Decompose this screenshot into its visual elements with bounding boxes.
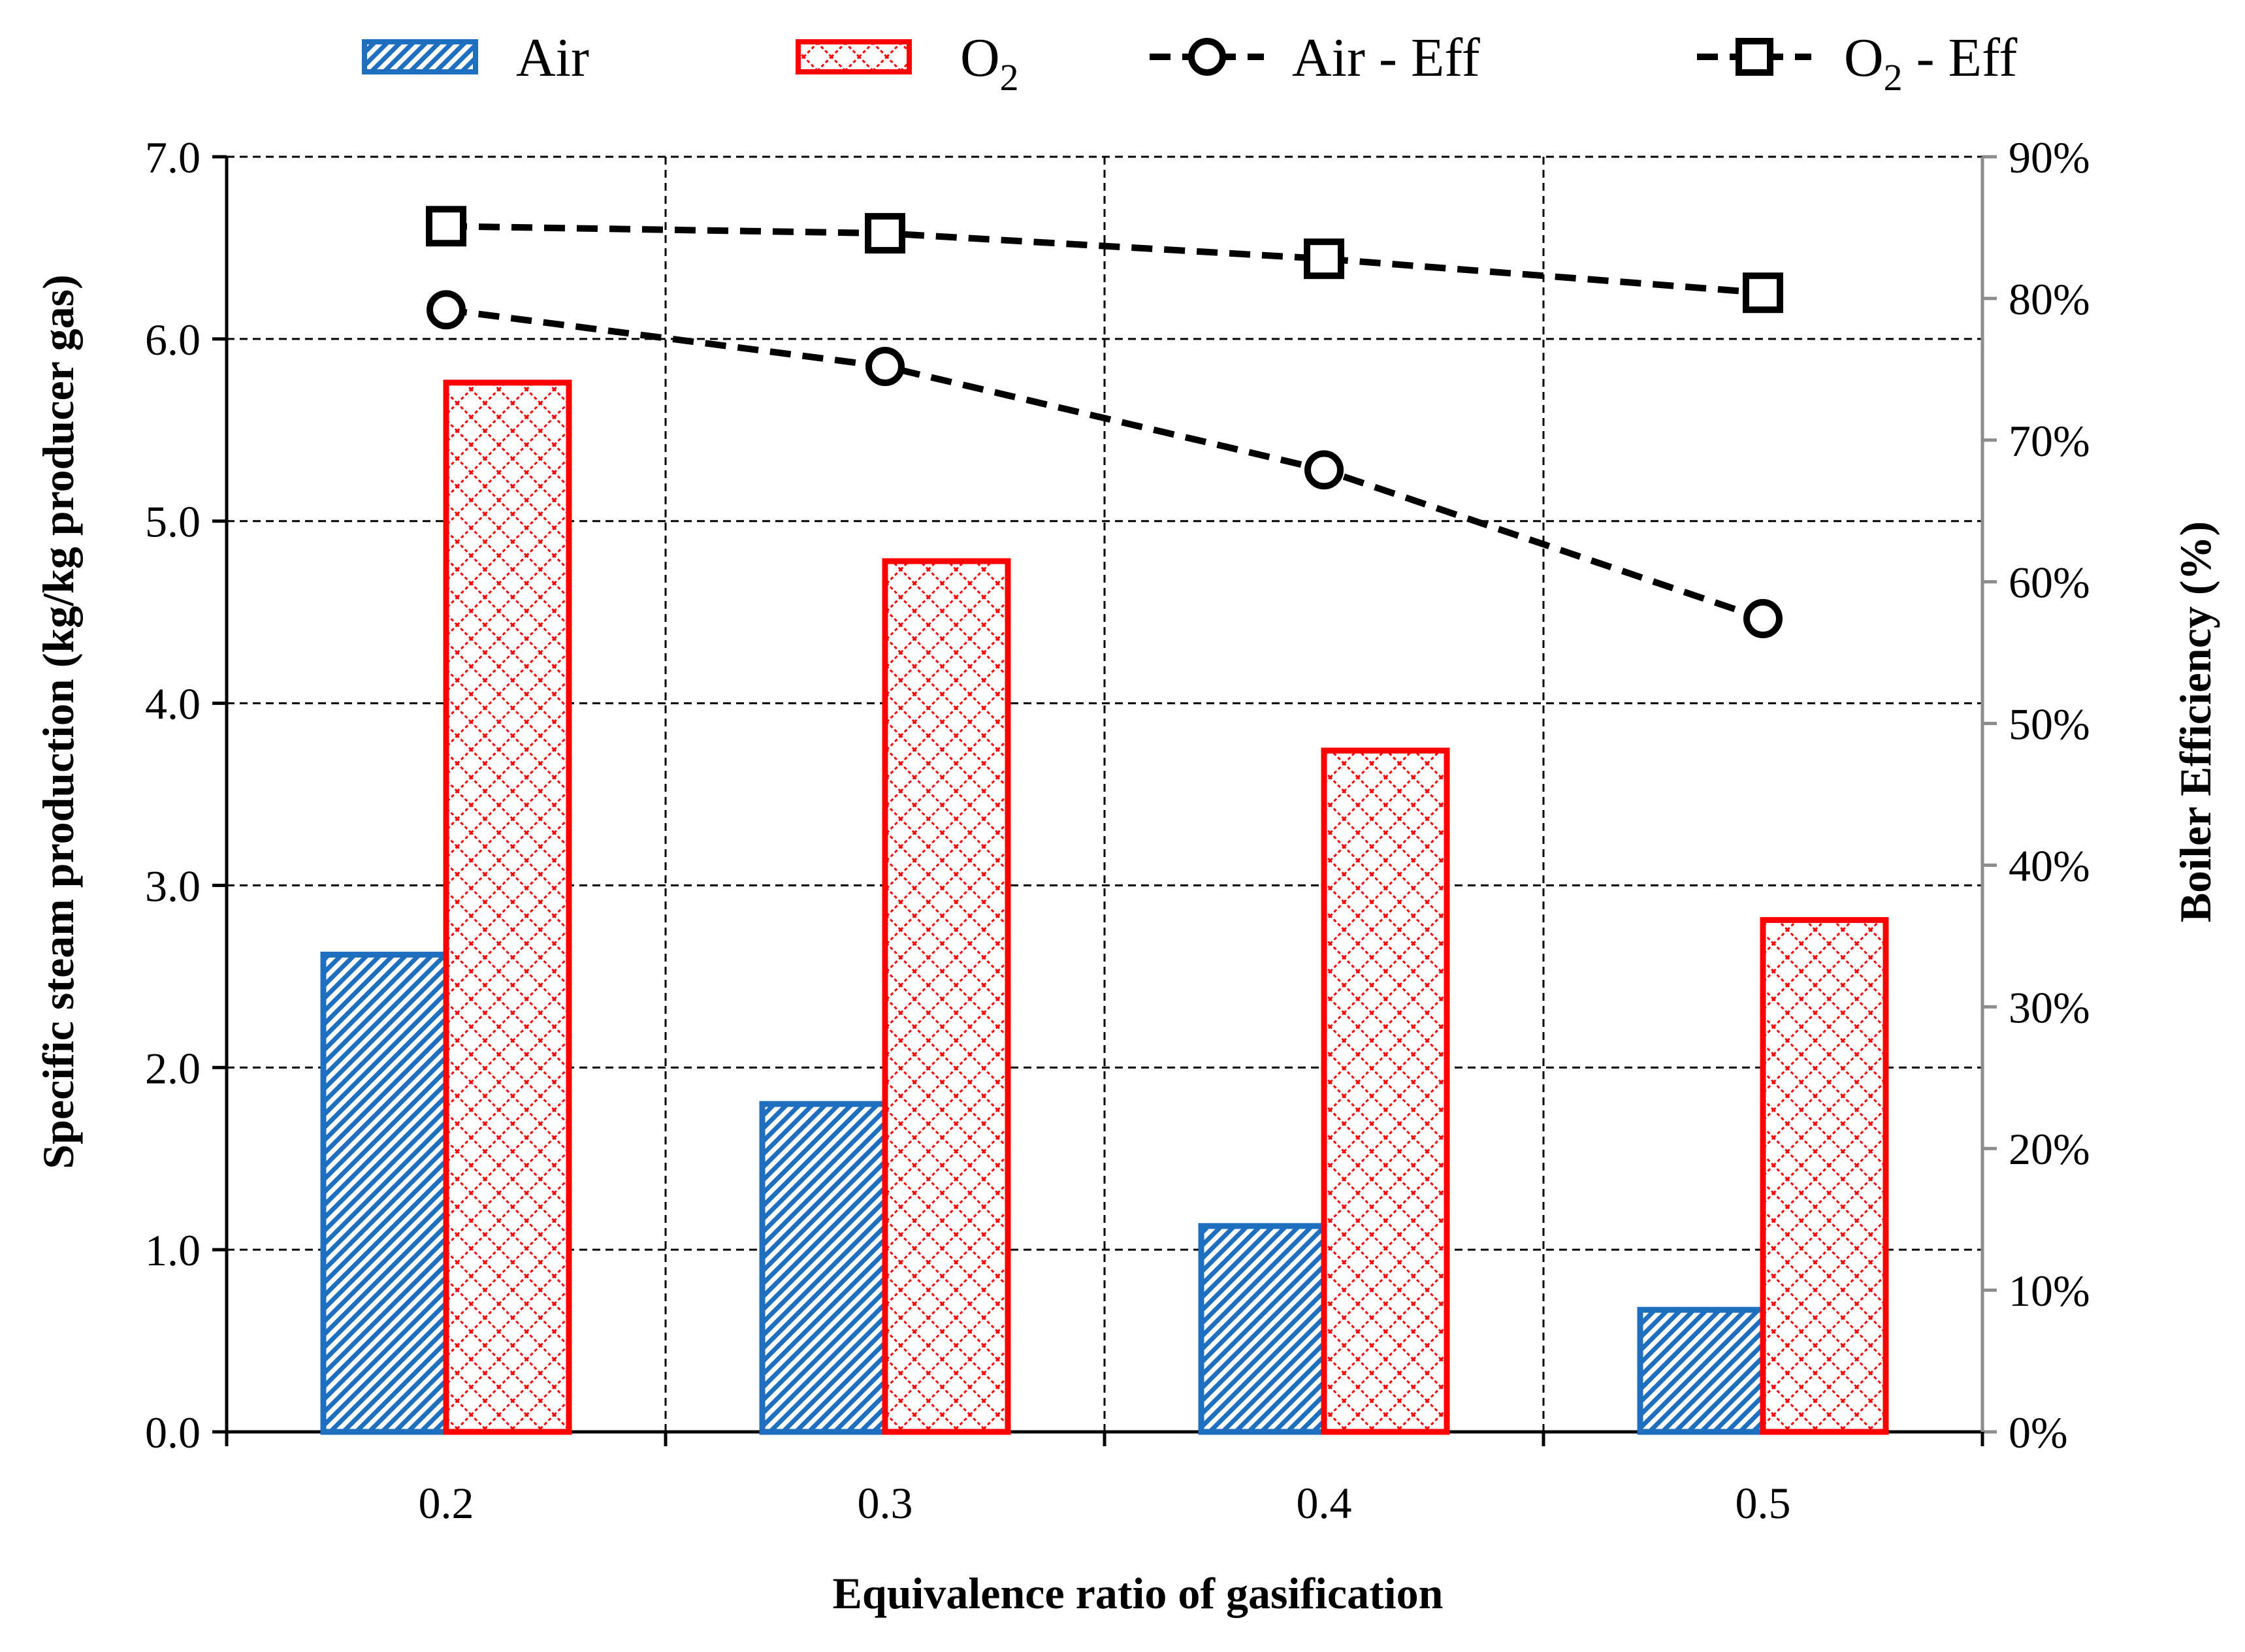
y2-axis-title: Boiler Efficiency (%): [2171, 521, 2220, 922]
legend-item-air-eff: Air - Eff: [1150, 27, 1480, 88]
legend-label-o2: O2: [960, 27, 1019, 99]
legend-swatch-air: [362, 39, 478, 74]
x-tick-label: 0.3: [858, 1478, 913, 1528]
legend-item-air: Air: [362, 27, 589, 88]
legend-swatch-o2: [796, 39, 912, 74]
series-line-air-eff: [445, 306, 1764, 622]
point-air-eff: [427, 290, 466, 330]
y2-tick-label: 0%: [2009, 1408, 2068, 1457]
point-o2-eff: [865, 213, 905, 254]
x-axis-title: Equivalence ratio of gasification: [833, 1568, 1444, 1618]
legend-label-air-eff: Air - Eff: [1292, 27, 1480, 88]
y-tick-label: 5.0: [145, 497, 201, 547]
y2-tick-label: 20%: [2009, 1124, 2090, 1174]
legend: Air O2 Air - Eff O2 - Eff: [362, 27, 2017, 99]
y2-tick-label: 80%: [2009, 274, 2090, 324]
y-tick-label: 6.0: [145, 315, 201, 364]
y2-tick-label: 10%: [2009, 1266, 2090, 1316]
point-air-eff: [865, 346, 905, 386]
point-air-eff: [1743, 599, 1783, 639]
x-tick-label: 0.2: [419, 1478, 474, 1528]
x-tick-label: 0.5: [1736, 1478, 1791, 1528]
bar-o2: [443, 380, 572, 1435]
y-axis-title: Specific steam production (kg/kg produce…: [33, 274, 83, 1169]
series-line-o2-eff: [445, 223, 1764, 297]
legend-item-o2-eff: O2 - Eff: [1697, 27, 2017, 99]
y2-tick-label: 50%: [2009, 700, 2090, 749]
legend-marker-square: [1736, 38, 1773, 76]
y-tick-label: 0.0: [145, 1408, 201, 1457]
legend-item-o2: O2: [796, 27, 1019, 99]
bar-air: [759, 1101, 888, 1435]
y-tick-label: 3.0: [145, 861, 201, 911]
y-tick-label: 1.0: [145, 1225, 201, 1275]
y2-tick-label: 30%: [2009, 982, 2090, 1032]
bar-air: [1198, 1223, 1327, 1435]
bar-air: [320, 951, 449, 1435]
bars: [320, 380, 1889, 1435]
tick-labels: 0.0 1.0 2.0 3.0 4.0 5.0 6.0 7.0 0% 10% 20% 30% 40% 50…: [145, 133, 2090, 1528]
y2-tick-label: 60%: [2009, 558, 2090, 607]
point-o2-eff: [426, 206, 466, 247]
x-tick-label: 0.4: [1297, 1478, 1352, 1528]
bar-o2: [1321, 747, 1450, 1435]
bar-o2: [882, 558, 1011, 1435]
y-tick-label: 7.0: [145, 133, 201, 182]
bar-o2: [1760, 916, 1889, 1435]
point-o2-eff: [1743, 272, 1783, 314]
y-tick-label: 4.0: [145, 679, 201, 729]
y2-tick-label: 70%: [2009, 416, 2090, 466]
legend-label-air: Air: [516, 27, 589, 88]
point-air-eff: [1304, 450, 1344, 490]
bar-air: [1637, 1306, 1766, 1435]
point-o2-eff: [1304, 238, 1344, 280]
y-tick-label: 2.0: [145, 1043, 201, 1093]
y2-tick-label: 90%: [2009, 133, 2090, 182]
legend-label-o2-eff: O2 - Eff: [1844, 27, 2017, 99]
legend-marker-circle: [1188, 38, 1226, 76]
lines: [426, 206, 1783, 639]
y2-tick-label: 40%: [2009, 841, 2090, 890]
